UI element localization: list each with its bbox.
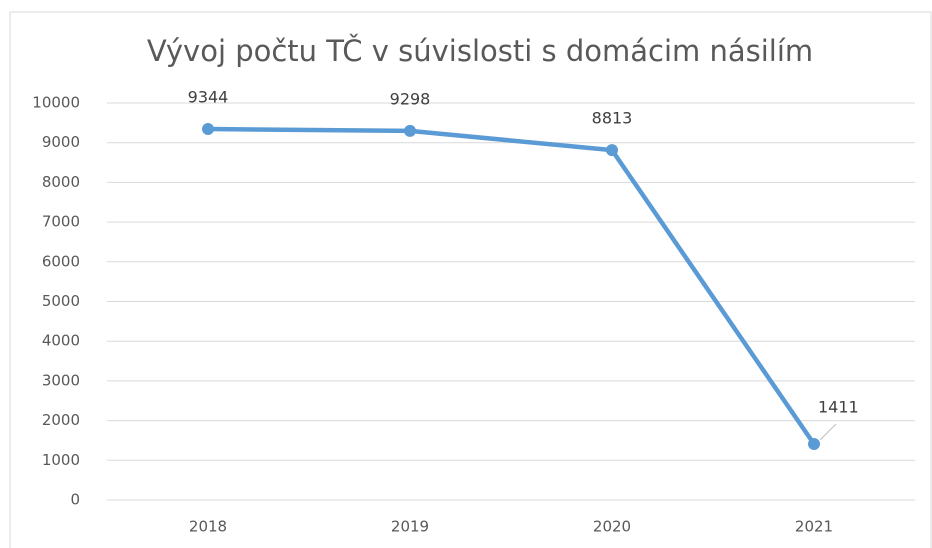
data-point — [808, 437, 820, 450]
y-tick-label: 1000 — [42, 451, 80, 469]
data-label: 1411 — [818, 397, 859, 416]
data-label: 9298 — [390, 89, 431, 108]
data-point — [606, 144, 618, 157]
y-tick-label: 8000 — [42, 173, 80, 191]
x-tick-label: 2020 — [593, 518, 631, 536]
leader-line — [819, 423, 837, 441]
data-label: 9344 — [188, 88, 229, 107]
x-tick-label: 2021 — [795, 518, 833, 536]
chart-frame — [9, 11, 932, 548]
y-tick-label: 6000 — [42, 252, 80, 270]
chart-title: Vývoj počtu TČ v súvislosti s domácim ná… — [147, 34, 813, 68]
x-tick-label: 2019 — [391, 518, 429, 536]
data-point — [202, 123, 214, 136]
series-line — [207, 126, 816, 446]
data-point — [404, 124, 416, 137]
y-tick-label: 7000 — [42, 213, 80, 231]
data-label: 8813 — [592, 109, 633, 128]
y-tick-label: 3000 — [42, 371, 80, 389]
y-tick-label: 2000 — [42, 411, 80, 429]
y-tick-label: 5000 — [42, 292, 80, 310]
y-tick-label: 4000 — [42, 332, 80, 350]
x-tick-label: 2018 — [189, 518, 227, 536]
y-tick-label: 0 — [70, 491, 80, 509]
y-tick-label: 9000 — [42, 133, 80, 151]
y-tick-label: 10000 — [32, 94, 80, 112]
